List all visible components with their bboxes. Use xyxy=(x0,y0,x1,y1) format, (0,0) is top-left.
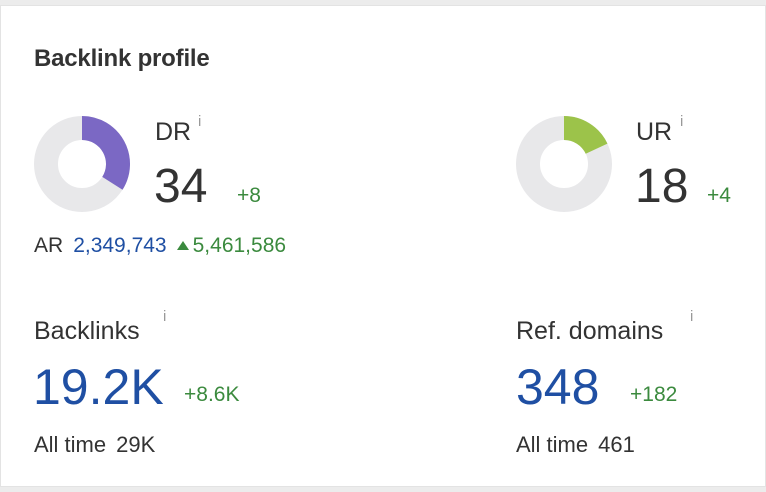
dr-value: 34 xyxy=(154,160,208,213)
dr-donut-chart xyxy=(34,116,130,212)
backlinks-alltime-label: All time xyxy=(34,432,107,457)
card-title: Backlink profile xyxy=(34,45,210,72)
backlinks-delta: +8.6K xyxy=(184,383,240,406)
ar-delta-value: 5,461,586 xyxy=(192,234,287,257)
ar-label: AR xyxy=(34,234,64,257)
ref-domains-label: Ref. domains xyxy=(516,317,664,345)
backlinks-info-icon[interactable]: i xyxy=(163,308,167,325)
ur-donut-fill xyxy=(563,116,608,155)
ur-info-icon[interactable]: i xyxy=(680,113,684,130)
ref-domains-delta: +182 xyxy=(630,383,678,406)
dr-info-icon[interactable]: i xyxy=(198,113,202,130)
backlink-profile-card: Backlink profile DR i 34 +8 UR i 18 +4 A… xyxy=(0,5,766,487)
up-arrow-icon xyxy=(176,241,189,250)
ref-domains-alltime: All time 461 xyxy=(516,432,635,458)
ar-delta: 5,461,586 xyxy=(176,234,287,257)
ref-domains-alltime-label: All time xyxy=(516,432,589,457)
ref-domains-info-icon[interactable]: i xyxy=(690,308,694,325)
ref-domains-alltime-value: 461 xyxy=(598,432,635,457)
backlinks-label: Backlinks xyxy=(34,317,140,345)
ur-donut-chart xyxy=(516,116,612,212)
backlinks-value[interactable]: 19.2K xyxy=(33,359,164,415)
ar-value[interactable]: 2,349,743 xyxy=(73,234,167,257)
ref-domains-value[interactable]: 348 xyxy=(516,359,600,415)
backlinks-alltime-value: 29K xyxy=(116,432,156,457)
dr-delta: +8 xyxy=(237,184,261,207)
ur-delta: +4 xyxy=(707,184,731,207)
ar-row: AR 2,349,743 5,461,586 xyxy=(34,234,286,258)
dr-donut-fill xyxy=(81,116,130,190)
ur-label: UR xyxy=(636,118,673,146)
backlinks-alltime: All time 29K xyxy=(34,432,155,458)
dr-label: DR xyxy=(155,118,192,146)
ur-value: 18 xyxy=(635,160,689,213)
